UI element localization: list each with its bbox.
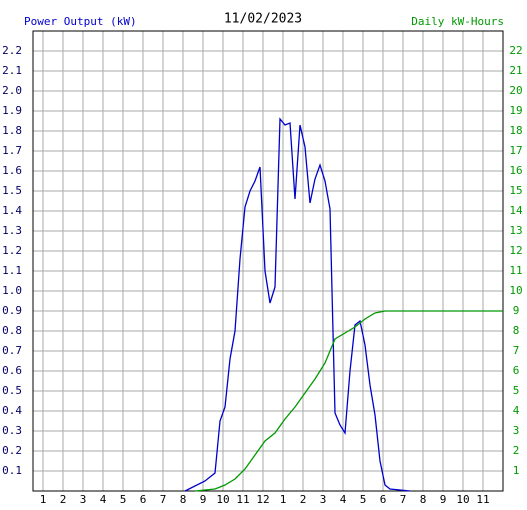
y2-tick-label: 13 — [509, 224, 522, 237]
x-tick-label: 11 — [476, 493, 489, 506]
y2-tick-label: 5 — [513, 384, 520, 397]
chart-title: 11/02/2023 — [224, 12, 302, 27]
x-tick-label: 9 — [440, 493, 447, 506]
x-tick-label: 8 — [420, 493, 427, 506]
y-tick-label: 1.6 — [2, 164, 22, 177]
y-tick-label: 1.7 — [2, 144, 22, 157]
x-tick-label: 2 — [300, 493, 307, 506]
y2-tick-label: 1 — [513, 464, 520, 477]
y2-tick-label: 15 — [509, 184, 522, 197]
y-tick-label: 0.6 — [2, 364, 22, 377]
x-tick-label: 12 — [256, 493, 269, 506]
y-tick-label: 2.2 — [2, 44, 22, 57]
y-tick-label: 0.7 — [2, 344, 22, 357]
y2-tick-label: 3 — [513, 424, 520, 437]
y2-tick-label: 6 — [513, 364, 520, 377]
y2-tick-label: 17 — [509, 144, 522, 157]
y-tick-label: 0.1 — [2, 464, 22, 477]
x-tick-label: 10 — [216, 493, 229, 506]
y-tick-label: 1.0 — [2, 284, 22, 297]
y2-tick-label: 21 — [509, 64, 522, 77]
x-tick-label: 6 — [140, 493, 147, 506]
y-tick-label: 0.3 — [2, 424, 22, 437]
y-tick-label: 1.8 — [2, 124, 22, 137]
y2-tick-label: 22 — [509, 44, 522, 57]
x-tick-label: 9 — [200, 493, 207, 506]
x-tick-label: 1 — [280, 493, 287, 506]
x-tick-label: 3 — [80, 493, 87, 506]
y2-tick-label: 4 — [513, 404, 520, 417]
x-tick-label: 11 — [236, 493, 249, 506]
y-tick-label: 1.5 — [2, 184, 22, 197]
x-tick-label: 1 — [40, 493, 47, 506]
y2-tick-label: 14 — [509, 204, 523, 217]
x-tick-label: 10 — [456, 493, 469, 506]
y-tick-label: 0.8 — [2, 324, 22, 337]
y2-tick-label: 11 — [509, 264, 522, 277]
x-tick-label: 3 — [320, 493, 327, 506]
y2-tick-label: 9 — [513, 304, 520, 317]
y2-tick-label: 19 — [509, 104, 522, 117]
y-tick-label: 1.4 — [2, 204, 22, 217]
x-tick-label: 7 — [160, 493, 167, 506]
y2-tick-label: 10 — [509, 284, 522, 297]
y-tick-label: 0.9 — [2, 304, 22, 317]
y-tick-label: 0.5 — [2, 384, 22, 397]
y2-axis-label: Daily kW-Hours — [411, 15, 504, 28]
y-tick-label: 1.2 — [2, 244, 22, 257]
data-line — [194, 310, 503, 492]
y-tick-label: 0.4 — [2, 404, 22, 417]
y2-tick-label: 8 — [513, 324, 520, 337]
y2-tick-label: 20 — [509, 84, 522, 97]
y2-tick-label: 7 — [513, 344, 520, 357]
x-tick-label: 5 — [120, 493, 127, 506]
x-tick-label: 4 — [100, 493, 107, 506]
y2-tick-label: 2 — [513, 444, 520, 457]
y-tick-label: 2.1 — [2, 64, 22, 77]
y-tick-label: 1.1 — [2, 264, 22, 277]
y-tick-label: 2.0 — [2, 84, 22, 97]
x-tick-label: 8 — [180, 493, 187, 506]
data-line — [184, 117, 411, 492]
x-tick-label: 6 — [380, 493, 387, 506]
y2-tick-label: 16 — [509, 164, 522, 177]
y-axis-label: Power Output (kW) — [24, 15, 137, 28]
plot-frame — [32, 30, 504, 492]
y2-tick-label: 18 — [509, 124, 522, 137]
x-tick-label: 7 — [400, 493, 407, 506]
x-tick-label: 5 — [360, 493, 367, 506]
x-tick-label: 4 — [340, 493, 347, 506]
y-tick-label: 1.3 — [2, 224, 22, 237]
x-tick-label: 2 — [60, 493, 67, 506]
y-tick-label: 1.9 — [2, 104, 22, 117]
y-tick-label: 0.2 — [2, 444, 22, 457]
y2-tick-label: 12 — [509, 244, 522, 257]
